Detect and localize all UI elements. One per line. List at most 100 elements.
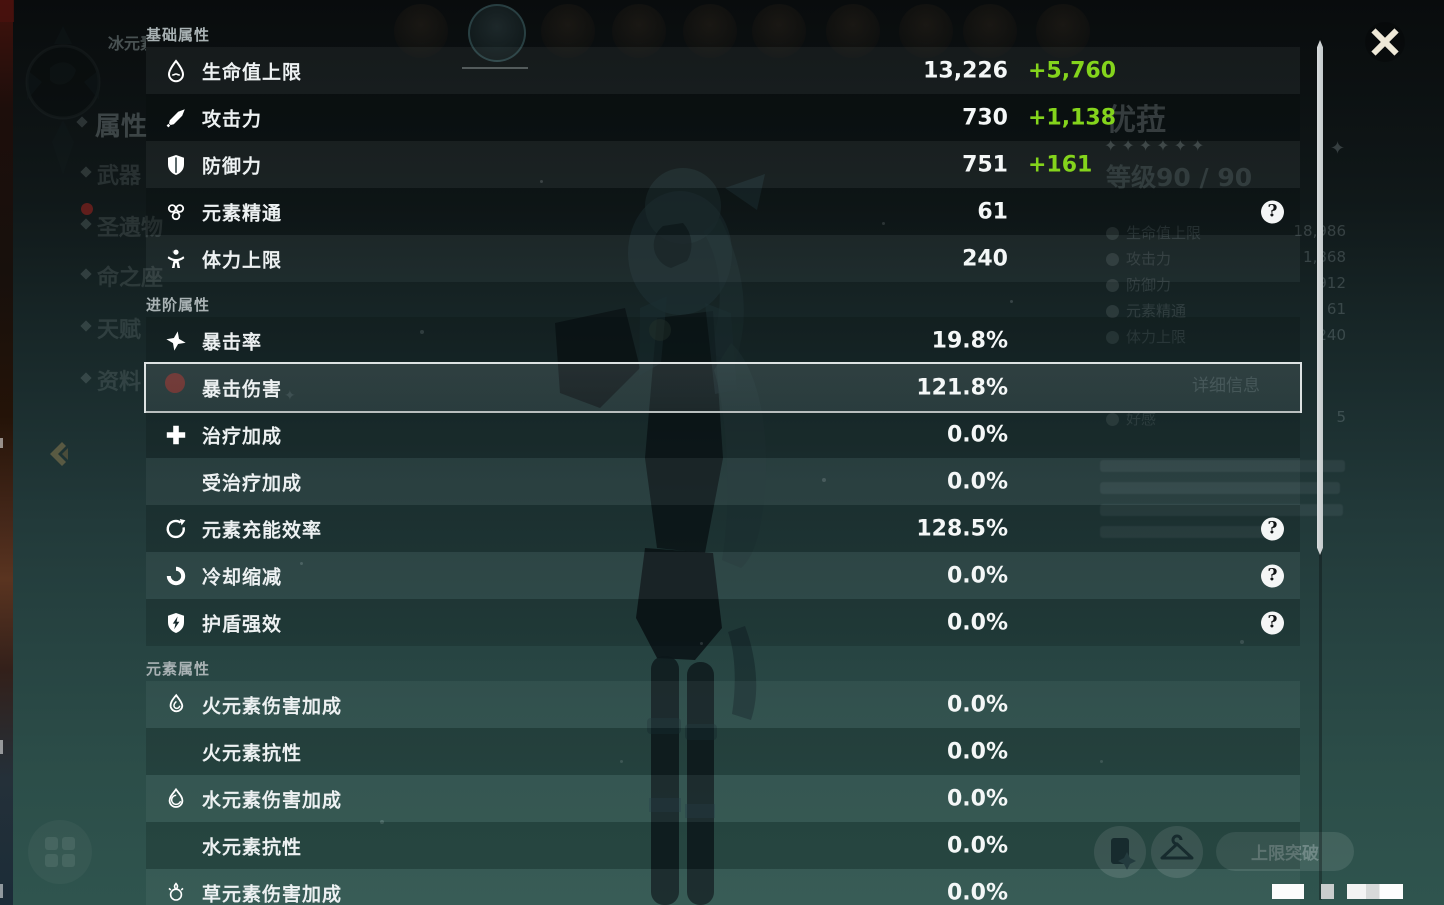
character-name: 优菈 — [1106, 103, 1166, 138]
stat-label: 冷却缩减 — [202, 566, 283, 588]
energy-recharge-icon — [164, 517, 188, 541]
stat-label: 体力上限 — [202, 249, 283, 271]
dendro-icon — [164, 881, 188, 905]
stat-row-pyro-dmg-bonus[interactable]: 火元素伤害加成 0.0% — [146, 681, 1300, 728]
stat-label: 生命值上限 — [202, 61, 303, 83]
avatar — [826, 4, 880, 58]
section-title-base: 基础属性 — [146, 26, 211, 44]
notification-dot — [81, 203, 93, 215]
nav-item-weapon: 武器 — [97, 164, 142, 189]
stat-label: 火元素伤害加成 — [202, 695, 343, 717]
stat-label: 草元素伤害加成 — [202, 883, 343, 905]
stat-row-hydro-dmg-bonus[interactable]: 水元素伤害加成 0.0% — [146, 775, 1300, 822]
stat-label: 防御力 — [202, 155, 263, 177]
help-icon[interactable]: ? — [1261, 517, 1284, 540]
help-icon[interactable]: ? — [1261, 200, 1284, 223]
redacted-block — [1347, 884, 1403, 899]
avatar — [752, 4, 806, 58]
avatar — [683, 4, 737, 58]
description-line — [1100, 460, 1345, 472]
desktop-edge-red-patch — [0, 0, 14, 22]
elemental-mastery-icon — [164, 200, 188, 224]
stat-row-atk[interactable]: 攻击力 730 +1,138 — [146, 94, 1300, 141]
stat-bonus: +5,760 — [1028, 58, 1117, 83]
help-icon[interactable]: ? — [1261, 611, 1284, 634]
notification-dot — [165, 373, 185, 393]
character-level: 等级90 / 90 — [1106, 163, 1253, 192]
hanger-icon — [1160, 834, 1194, 860]
shield-strength-icon — [164, 611, 188, 635]
nav-item-talents: 天赋 — [97, 318, 142, 343]
section-title-elemental: 元素属性 — [146, 660, 211, 678]
stat-value: 0.0% — [946, 786, 1008, 811]
atk-icon — [164, 106, 188, 130]
avatar — [1036, 4, 1090, 58]
back-chevron-icon[interactable] — [44, 438, 72, 470]
edge-artifact — [0, 740, 3, 754]
nav-bullet — [80, 372, 92, 384]
stat-label: 水元素伤害加成 — [202, 789, 343, 811]
stat-value: 0.0% — [946, 692, 1008, 717]
avatar — [612, 4, 666, 58]
avatar — [394, 4, 448, 58]
stat-value: 0.0% — [946, 739, 1008, 764]
nav-item-profile: 资料 — [97, 370, 142, 395]
stat-value: 0.0% — [946, 833, 1008, 858]
stat-row-crit-rate[interactable]: 暴击率 19.8% — [146, 317, 1300, 364]
def-icon — [1106, 279, 1119, 292]
menu-grid-button[interactable] — [28, 820, 92, 884]
hydro-icon — [164, 787, 188, 811]
grid-icon — [45, 837, 75, 867]
stat-bonus: +161 — [1028, 152, 1093, 177]
bg-stat-row: 元素精通 61 — [1106, 300, 1346, 326]
bg-stat-row: 防御力 912 — [1106, 274, 1346, 300]
element-label: 冰元素 — [108, 34, 146, 53]
stat-label: 暴击伤害 — [202, 378, 283, 400]
nav-item-artifacts: 圣遗物 — [97, 216, 164, 241]
healing-icon — [164, 423, 188, 447]
stat-value: 121.8% — [916, 375, 1008, 400]
close-button[interactable] — [1364, 21, 1406, 63]
stat-label: 暴击率 — [202, 331, 263, 353]
nav-item-constellation: 命之座 — [97, 266, 164, 291]
nav-item-attributes: 属性 — [95, 112, 148, 142]
sparkle-decoration: ✦ — [1330, 138, 1346, 159]
bg-stat-row: 攻击力 1,868 — [1106, 248, 1346, 274]
stat-value: 240 — [962, 246, 1008, 271]
edge-artifact — [0, 884, 3, 898]
description-line — [1100, 504, 1343, 516]
stat-value: 0.0% — [946, 610, 1008, 635]
avatar-selected — [468, 4, 526, 62]
stat-row-crit-dmg[interactable]: 暴击伤害 121.8% — [144, 362, 1302, 413]
outfit-button — [1151, 826, 1203, 878]
pyro-icon — [164, 693, 188, 717]
help-icon[interactable]: ? — [1261, 564, 1284, 587]
stat-value: 730 — [962, 105, 1008, 130]
character-silhouette — [555, 168, 767, 905]
stat-row-hydro-res[interactable]: 水元素抗性 0.0% — [146, 822, 1300, 869]
stat-row-pyro-res[interactable]: 火元素抗性 0.0% — [146, 728, 1300, 775]
avatar-underline — [462, 67, 528, 69]
stat-row-elemental-mastery[interactable]: 元素精通 61 ? — [146, 188, 1300, 235]
redacted-block — [1272, 884, 1304, 899]
crit-rate-icon — [164, 329, 188, 353]
stat-row-healing-bonus[interactable]: 治疗加成 0.0% — [146, 411, 1300, 458]
description-line — [1100, 526, 1268, 538]
character-card-button — [1094, 826, 1146, 878]
stat-value: 751 — [962, 152, 1008, 177]
scrollbar-thumb[interactable] — [1317, 40, 1323, 555]
stat-row-max-stamina[interactable]: 体力上限 240 — [146, 235, 1300, 282]
stat-row-cd-reduction[interactable]: 冷却缩减 0.0% ? — [146, 552, 1300, 599]
stat-value: 19.8% — [931, 328, 1008, 353]
stat-row-dendro-dmg-bonus[interactable]: 草元素伤害加成 0.0% — [146, 869, 1300, 905]
details-info-button: 详细信息 — [1192, 371, 1260, 396]
friendship-row: 好感 5 — [1106, 408, 1346, 434]
stat-row-shield-strength[interactable]: 护盾强效 0.0% ? — [146, 599, 1300, 646]
card-icon — [1111, 838, 1136, 870]
stat-label: 火元素抗性 — [202, 742, 303, 764]
stat-row-incoming-healing-bonus[interactable]: 受治疗加成 0.0% — [146, 458, 1300, 505]
stat-row-energy-recharge[interactable]: 元素充能效率 128.5% ? — [146, 505, 1300, 552]
description-line — [1100, 482, 1340, 494]
stat-row-max-hp[interactable]: 生命值上限 13,226 +5,760 — [146, 47, 1300, 94]
stat-row-def[interactable]: 防御力 751 +161 — [146, 141, 1300, 188]
